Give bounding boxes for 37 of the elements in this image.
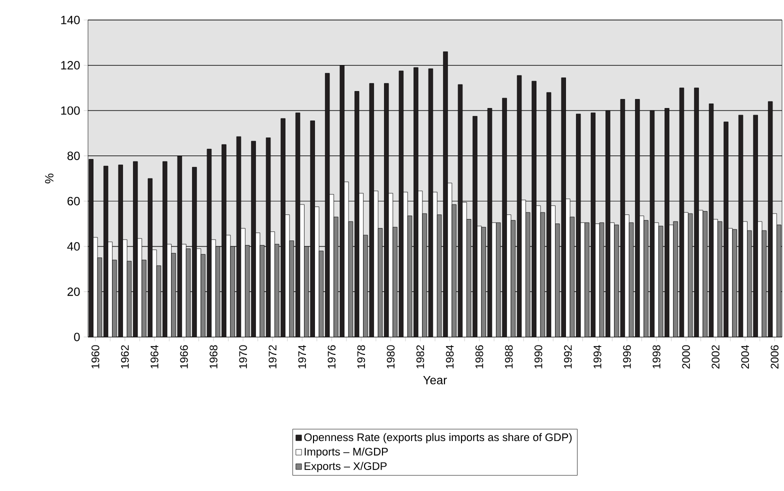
x-tick-label: 1964 <box>150 345 158 368</box>
x-tick-label: 2006 <box>770 345 779 369</box>
x-tick-label: 1996 <box>623 345 631 368</box>
y-axis-title: % <box>45 174 54 184</box>
x-tick-label: 1970 <box>239 345 247 368</box>
y-tick-label: 40 <box>67 242 80 251</box>
x-tick-label: 1962 <box>121 345 129 368</box>
y-tick-label: 80 <box>67 152 80 160</box>
x-tick-label: 1968 <box>210 345 218 368</box>
legend-label: Imports – M/GDP <box>304 448 388 458</box>
y-tick-label: 100 <box>61 106 80 115</box>
x-tick-label: 1966 <box>180 345 188 368</box>
legend-label: Exports – X/GDP <box>304 462 387 472</box>
y-tick-label: 60 <box>68 196 80 206</box>
x-tick-label: 1992 <box>564 345 572 368</box>
y-tick-label: 140 <box>61 16 80 24</box>
x-tick-label: 1982 <box>416 345 424 368</box>
x-axis-title: Year <box>423 376 447 384</box>
x-tick-label: 1976 <box>328 345 336 368</box>
y-tick-label: 0 <box>74 332 80 342</box>
x-tick-label: 2004 <box>741 345 749 369</box>
x-tick-label: 1994 <box>594 345 602 368</box>
x-tick-label: 1986 <box>475 345 484 368</box>
x-tick-label: 1978 <box>357 345 366 368</box>
x-tick-label: 2000 <box>682 345 690 369</box>
x-tick-label: 1980 <box>386 345 395 368</box>
x-tick-label: 1960 <box>92 345 100 368</box>
x-tick-label: 2002 <box>712 345 720 369</box>
y-tick-label: 120 <box>61 61 80 70</box>
x-tick-label: 1988 <box>504 345 513 368</box>
x-tick-label: 1990 <box>534 345 542 368</box>
y-tick-label: 20 <box>68 287 80 296</box>
x-tick-label: 1972 <box>268 345 276 368</box>
x-tick-label: 1974 <box>298 345 306 368</box>
legend-label: Openness Rate (exports plus imports as share of GDP) <box>304 433 572 444</box>
x-tick-label: 1998 <box>652 345 660 368</box>
x-tick-label: 1984 <box>446 345 454 368</box>
